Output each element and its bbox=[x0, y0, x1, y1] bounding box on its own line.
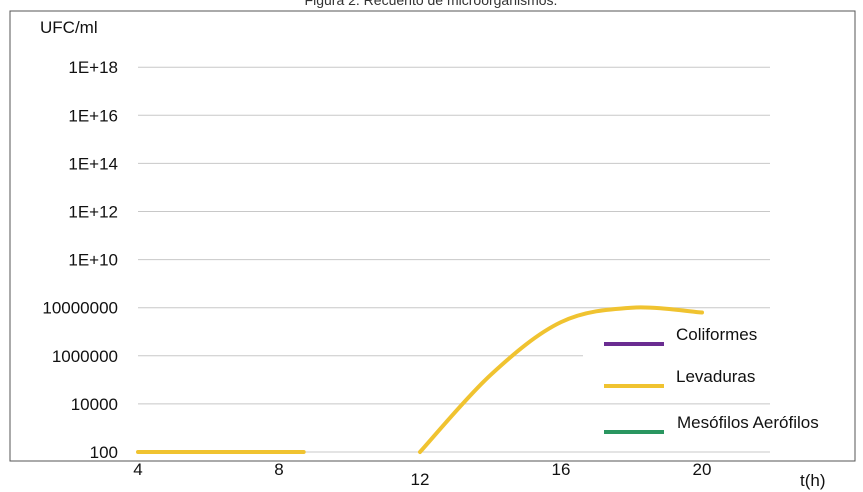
series-lines bbox=[136, 305, 704, 454]
legend: Coliformes Levaduras Mesófilos Aerófilos bbox=[604, 325, 819, 434]
x-tick-label: 12 bbox=[411, 470, 430, 489]
chart-title: Figura 2. Recuento de microorganismos. bbox=[305, 0, 558, 8]
plot-frame bbox=[9, 10, 856, 462]
y-tick-label: 1E+14 bbox=[68, 154, 118, 173]
y-tick-label: 1E+10 bbox=[68, 251, 118, 270]
y-tick-labels: 100 10000 1000000 10000000 1E+10 1E+12 1E+14 1E… bbox=[42, 58, 118, 462]
y-tick-label: 1E+18 bbox=[68, 58, 118, 77]
legend-entry: Levaduras bbox=[676, 367, 755, 386]
legend-entry: Coliformes bbox=[676, 325, 757, 344]
legend-entry: Mesófilos Aerófilos bbox=[677, 413, 819, 432]
x-tick-label: 4 bbox=[133, 460, 142, 479]
y-tick-label: 1E+16 bbox=[68, 106, 118, 125]
x-axis-label: t(h) bbox=[800, 471, 826, 490]
y-axis-label: UFC/ml bbox=[40, 18, 98, 37]
y-tick-label: 100 bbox=[90, 443, 118, 462]
series-line bbox=[418, 305, 704, 454]
y-tick-label: 10000000 bbox=[42, 299, 118, 318]
x-tick-labels: 4 8 12 16 20 bbox=[133, 460, 711, 489]
y-tick-label: 10000 bbox=[71, 395, 118, 414]
y-tick-label: 1E+12 bbox=[68, 203, 118, 222]
gridlines bbox=[138, 66, 770, 453]
x-tick-label: 16 bbox=[552, 460, 571, 479]
x-tick-label: 8 bbox=[274, 460, 283, 479]
x-tick-label: 20 bbox=[693, 460, 712, 479]
y-tick-label: 1000000 bbox=[52, 347, 118, 366]
series-levaduras bbox=[136, 305, 704, 454]
